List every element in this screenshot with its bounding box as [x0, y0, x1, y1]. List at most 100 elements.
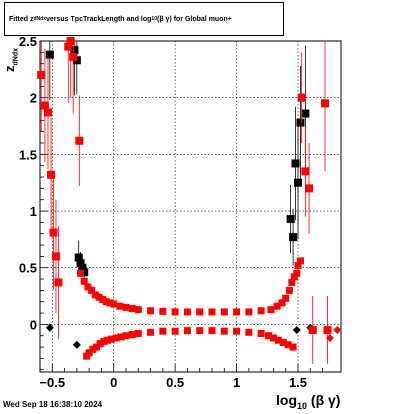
- data-point: [112, 334, 120, 342]
- data-point: [147, 328, 155, 336]
- data-point: [95, 293, 103, 301]
- data-point: [265, 332, 273, 340]
- data-point: [285, 286, 293, 294]
- data-point: [267, 306, 275, 314]
- x-label-tail: (β γ): [310, 392, 341, 408]
- y-tick-label: 2.5: [19, 34, 37, 49]
- data-point: [43, 108, 52, 117]
- data-point: [49, 228, 58, 237]
- data-point: [257, 329, 265, 337]
- data-point: [66, 37, 75, 45]
- data-point: [308, 326, 317, 335]
- data-point: [75, 136, 84, 145]
- data-point: [100, 337, 108, 345]
- data-point: [89, 345, 97, 353]
- data-point: [233, 327, 241, 335]
- y-tick-label: 0: [30, 317, 37, 332]
- data-point: [171, 308, 179, 316]
- data-point: [323, 326, 332, 335]
- data-point: [171, 327, 179, 335]
- data-point: [80, 268, 89, 277]
- x-tick-label: 1: [233, 375, 240, 390]
- data-point: [183, 308, 191, 316]
- data-point: [106, 299, 114, 307]
- y-axis-label: zdNdx: [2, 48, 20, 72]
- data-point: [321, 99, 330, 108]
- data-point: [107, 335, 115, 343]
- data-point: [292, 326, 301, 335]
- x-tick-label: 0.5: [166, 375, 184, 390]
- data-point: [45, 50, 54, 59]
- data-point: [99, 295, 107, 303]
- data-point: [159, 327, 167, 335]
- data-point: [91, 291, 99, 299]
- data-point: [85, 349, 93, 357]
- data-point: [47, 170, 56, 179]
- x-tick-label: 1.5: [289, 375, 307, 390]
- data-point: [45, 323, 54, 332]
- data-point: [282, 294, 290, 302]
- y-tick-label: 1.5: [19, 147, 37, 162]
- data-point: [269, 334, 277, 342]
- data-point: [76, 259, 85, 268]
- data-point: [296, 257, 304, 265]
- data-point: [78, 263, 87, 272]
- date-stamp: Wed Sep 18 16:38:10 2024: [3, 400, 103, 409]
- data-point: [116, 302, 124, 310]
- y-tick-label: 1: [30, 204, 37, 219]
- title-sub-1: dNdx: [33, 16, 47, 22]
- data-point: [245, 328, 253, 336]
- data-point: [96, 340, 104, 348]
- data-point: [40, 101, 49, 110]
- data-point: [69, 52, 78, 61]
- data-point: [84, 283, 92, 291]
- data-point: [74, 253, 83, 262]
- data-point: [289, 233, 298, 242]
- data-point: [70, 46, 79, 55]
- title-part-2: versus TpcTrackLength and log: [46, 15, 152, 23]
- x-tick-label: −0.5: [39, 375, 65, 390]
- data-point: [296, 118, 305, 127]
- data-point: [134, 306, 142, 314]
- data-point: [257, 307, 265, 315]
- data-point: [77, 269, 85, 277]
- title-sub-2: 10: [151, 16, 157, 22]
- data-point: [301, 109, 310, 118]
- data-point: [291, 159, 300, 168]
- data-point: [289, 343, 297, 351]
- data-point: [196, 308, 204, 316]
- data-point: [159, 307, 167, 315]
- y-tick-label: 2: [30, 91, 37, 106]
- title-part-3: (β γ) for Global muon+: [156, 15, 232, 23]
- data-point: [104, 336, 112, 344]
- data-point: [333, 326, 342, 335]
- data-point: [37, 71, 46, 80]
- x-axis-label: log10 (β γ): [276, 392, 340, 411]
- data-point: [208, 308, 216, 316]
- data-point: [274, 336, 282, 344]
- data-point: [122, 303, 130, 311]
- y-label-sub: dNdx: [12, 48, 20, 66]
- y-tick-label: 0.5: [19, 261, 37, 276]
- data-point: [293, 269, 301, 277]
- data-point: [294, 178, 302, 187]
- title-part-1: Fitted z: [9, 15, 34, 23]
- x-label-main: log: [276, 392, 297, 408]
- x-tick-label: 0: [110, 375, 117, 390]
- data-point: [102, 298, 110, 306]
- data-point: [122, 332, 130, 340]
- y-label-main: z: [2, 65, 17, 73]
- data-point: [220, 308, 228, 316]
- data-point: [128, 331, 136, 339]
- data-point: [273, 302, 281, 310]
- data-point: [245, 308, 253, 316]
- data-point: [88, 286, 96, 294]
- data-point: [301, 167, 310, 176]
- data-point: [110, 300, 118, 308]
- data-point: [117, 333, 125, 341]
- data-point: [297, 93, 306, 102]
- data-point: [279, 339, 287, 347]
- data-point: [147, 307, 155, 315]
- data-point: [220, 327, 228, 335]
